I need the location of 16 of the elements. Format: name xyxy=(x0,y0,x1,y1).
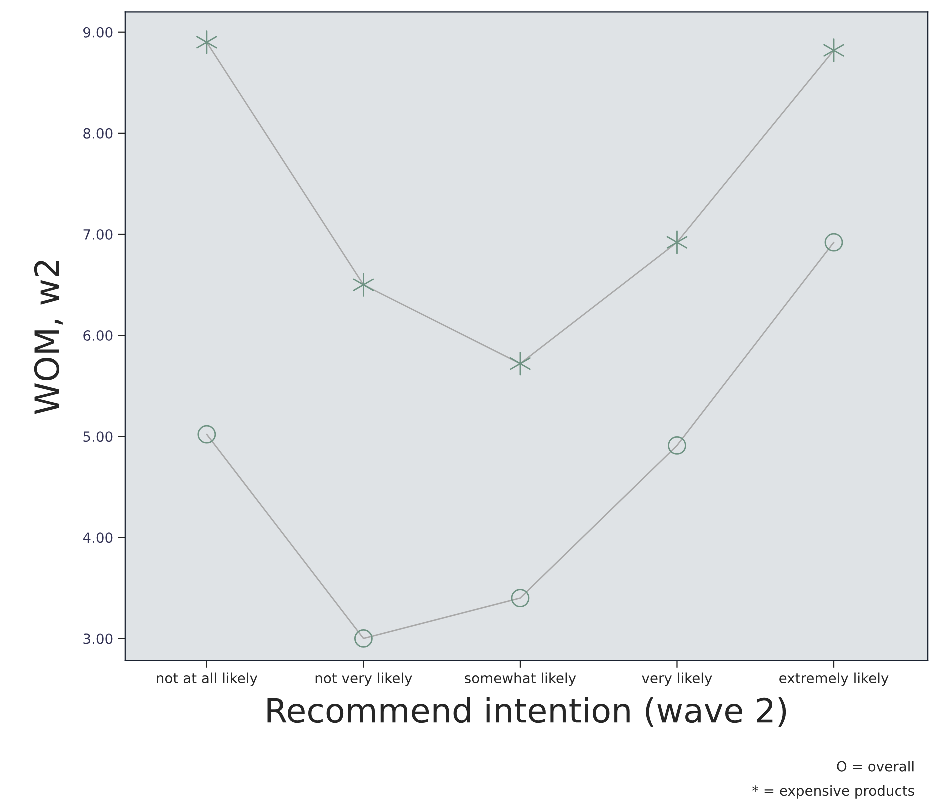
y-tick-label: 8.00 xyxy=(84,128,113,139)
x-axis-title: Recommend intention (wave 2) xyxy=(268,697,786,728)
x-tick-label: somewhat likely xyxy=(465,672,576,686)
x-tick-label: very likely xyxy=(642,672,712,686)
y-tick-label: 9.00 xyxy=(84,27,113,38)
y-tick-label: 5.00 xyxy=(84,432,113,442)
y-tick-label: 4.00 xyxy=(83,532,113,544)
text: O = overall xyxy=(837,761,914,772)
x-tick-label: extremely likely xyxy=(780,672,889,686)
y-tick-label: 3.00 xyxy=(84,634,113,644)
y-axis-title: WOM, w2 xyxy=(34,261,63,414)
x-tick-label: not at all likely xyxy=(157,672,258,686)
x-tick-label: not very likely xyxy=(316,672,412,686)
y-tick-label: 6.00 xyxy=(84,330,113,342)
text: * = expensive products xyxy=(752,785,914,799)
y-tick-label: 7.00 xyxy=(84,229,113,240)
